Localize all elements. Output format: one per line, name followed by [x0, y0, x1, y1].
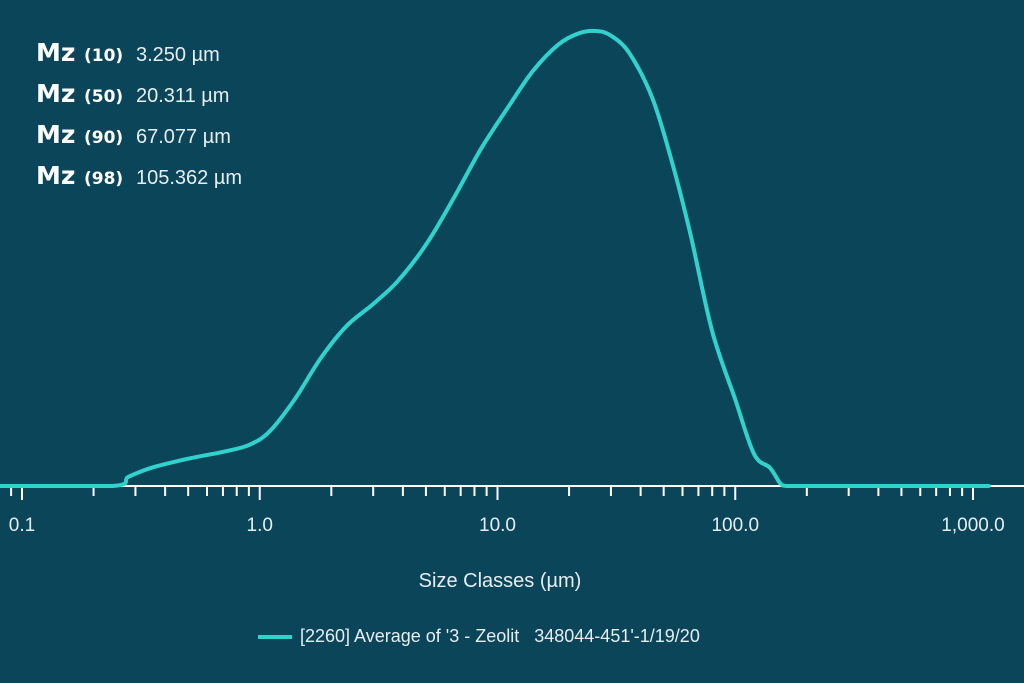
- x-axis: 0.1 1.0 10.0 100.0 1,000.0: [0, 485, 1024, 536]
- stat-percentile: (50): [84, 87, 124, 107]
- legend[interactable]: [2260] Average of '3 - Zeolit 348044-451…: [258, 626, 758, 647]
- x-tick-label: 0.1: [9, 515, 35, 536]
- series-group: [0, 28, 991, 489]
- stat-label: Mz: [36, 161, 76, 190]
- x-tick-label: 1,000.0: [941, 515, 1004, 536]
- stat-row-mz50: Mz (50) 20.311 µm: [36, 79, 242, 120]
- stat-value: 20.311 µm: [136, 85, 230, 107]
- x-tick-label: 10.0: [479, 515, 516, 536]
- x-axis-label: Size Classes (µm): [418, 570, 582, 592]
- stat-label: Mz: [36, 38, 76, 67]
- stat-value: 67.077 µm: [136, 126, 231, 148]
- stat-row-mz90: Mz (90) 67.077 µm: [36, 120, 242, 161]
- stat-value: 105.362 µm: [136, 167, 243, 189]
- stats-panel: Mz (10) 3.250 µm Mz (50) 20.311 µm Mz (9…: [36, 38, 242, 202]
- x-tick-label: 1.0: [247, 515, 273, 536]
- stat-percentile: (10): [84, 46, 124, 66]
- stat-label: Mz: [36, 79, 76, 108]
- x-tick-label: 100.0: [711, 515, 759, 536]
- stat-percentile: (98): [84, 169, 124, 189]
- stat-row-mz10: Mz (10) 3.250 µm: [36, 38, 242, 79]
- stat-percentile: (90): [84, 128, 124, 148]
- series-line: [0, 28, 991, 489]
- stat-row-mz98: Mz (98) 105.362 µm: [36, 161, 242, 202]
- legend-swatch: [258, 634, 292, 639]
- legend-entry: [2260] Average of '3 - Zeolit 348044-451…: [300, 626, 700, 646]
- stat-value: 3.250 µm: [136, 44, 220, 66]
- stat-label: Mz: [36, 120, 76, 149]
